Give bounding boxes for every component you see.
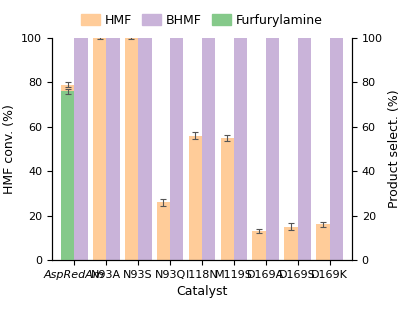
- Bar: [61, 85, 74, 260]
- Y-axis label: HMF conv. (%): HMF conv. (%): [3, 104, 16, 194]
- Y-axis label: Product select. (%): Product select. (%): [388, 90, 400, 208]
- Bar: [106, 38, 120, 260]
- Legend: HMF, BHMF, Furfurylamine: HMF, BHMF, Furfurylamine: [76, 9, 328, 32]
- X-axis label: Catalyst: Catalyst: [176, 285, 228, 298]
- Bar: [284, 227, 298, 260]
- Bar: [170, 38, 184, 260]
- Bar: [252, 231, 266, 260]
- Bar: [138, 38, 152, 260]
- Bar: [234, 38, 247, 260]
- Bar: [74, 38, 88, 260]
- Bar: [316, 224, 330, 260]
- Bar: [157, 202, 170, 260]
- Bar: [298, 38, 311, 260]
- Bar: [220, 138, 234, 260]
- Bar: [266, 38, 279, 260]
- Bar: [330, 38, 343, 260]
- Bar: [93, 38, 106, 260]
- Bar: [188, 136, 202, 260]
- Bar: [125, 38, 138, 260]
- Bar: [61, 91, 74, 260]
- Bar: [202, 38, 216, 260]
